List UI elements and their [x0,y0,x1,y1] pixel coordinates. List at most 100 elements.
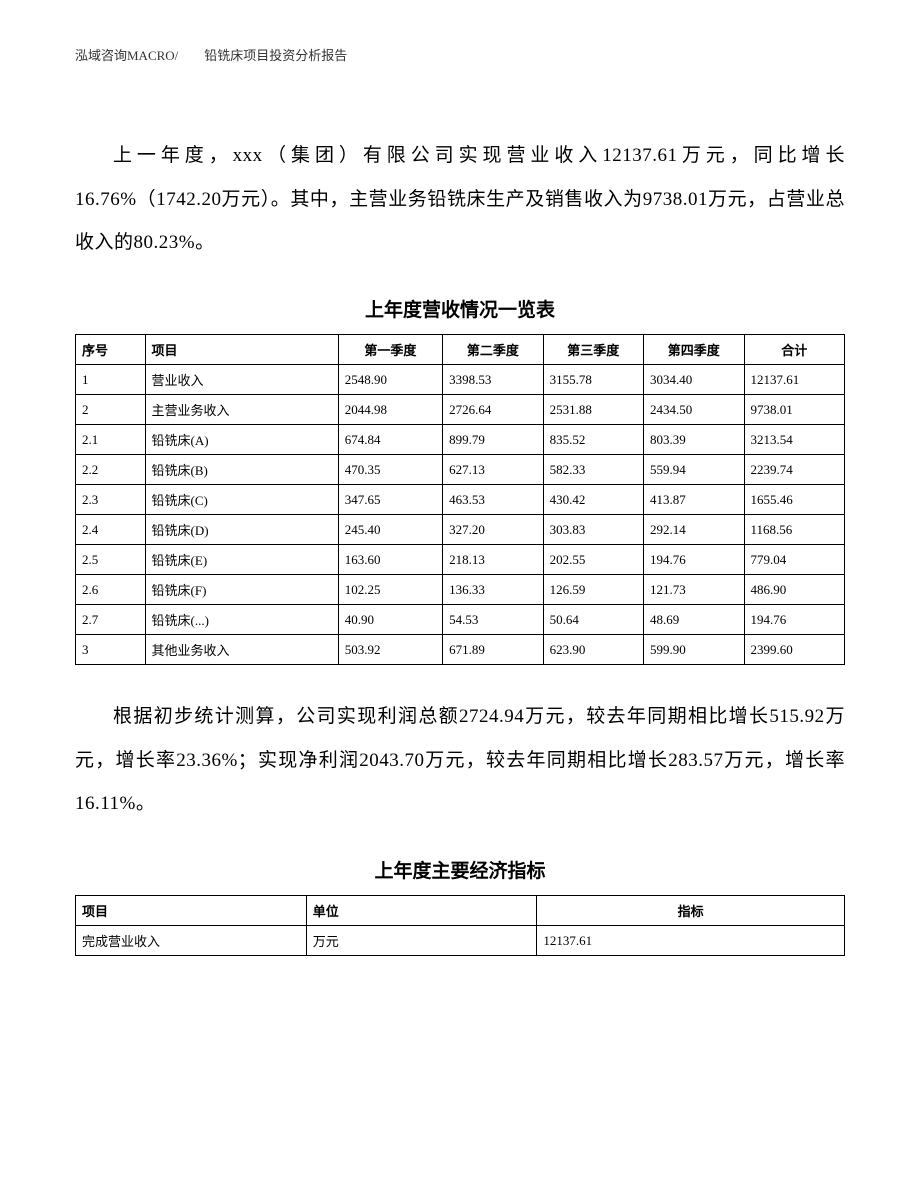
table-cell: 2.5 [76,545,146,575]
table-cell: 194.76 [744,605,845,635]
paragraph-1: 上一年度，xxx（集团）有限公司实现营业收入12137.61万元，同比增长16.… [75,134,845,265]
table-cell: 835.52 [543,425,643,455]
table-cell: 202.55 [543,545,643,575]
table-cell: 486.90 [744,575,845,605]
table-cell: 899.79 [443,425,543,455]
table-cell: 3213.54 [744,425,845,455]
table-cell: 50.64 [543,605,643,635]
table-row: 2.3铅铣床(C)347.65463.53430.42413.871655.46 [76,485,845,515]
revenue-table: 序号 项目 第一季度 第二季度 第三季度 第四季度 合计 1营业收入2548.9… [75,334,845,665]
table-cell: 2399.60 [744,635,845,665]
table2-col-1: 单位 [306,896,537,926]
table-cell: 铅铣床(...) [145,605,338,635]
table-cell: 铅铣床(B) [145,455,338,485]
table-cell: 1 [76,365,146,395]
table-row: 2.5铅铣床(E)163.60218.13202.55194.76779.04 [76,545,845,575]
table-cell: 1168.56 [744,515,845,545]
table-row: 2主营业务收入2044.982726.642531.882434.509738.… [76,395,845,425]
table-row: 2.7铅铣床(...)40.9054.5350.6448.69194.76 [76,605,845,635]
indicator-table: 项目 单位 指标 完成营业收入万元12137.61 [75,895,845,956]
table-cell: 623.90 [543,635,643,665]
table-cell: 347.65 [338,485,442,515]
table-row: 2.4铅铣床(D)245.40327.20303.83292.141168.56 [76,515,845,545]
table-cell: 559.94 [644,455,744,485]
table1-col-2: 第一季度 [338,335,442,365]
table-cell: 2.1 [76,425,146,455]
table-cell: 完成营业收入 [76,926,307,956]
table-cell: 万元 [306,926,537,956]
table-cell: 671.89 [443,635,543,665]
table-cell: 3398.53 [443,365,543,395]
table1-col-0: 序号 [76,335,146,365]
table-cell: 铅铣床(C) [145,485,338,515]
table-cell: 其他业务收入 [145,635,338,665]
table-cell: 2044.98 [338,395,442,425]
table1-col-4: 第三季度 [543,335,643,365]
table-cell: 218.13 [443,545,543,575]
table-row: 2.6铅铣床(F)102.25136.33126.59121.73486.90 [76,575,845,605]
table-cell: 铅铣床(A) [145,425,338,455]
table-cell: 126.59 [543,575,643,605]
table1-title: 上年度营收情况一览表 [75,295,845,322]
table1-col-1: 项目 [145,335,338,365]
table-cell: 2726.64 [443,395,543,425]
table-cell: 2.7 [76,605,146,635]
table2-header-row: 项目 单位 指标 [76,896,845,926]
table2-col-0: 项目 [76,896,307,926]
table2-title: 上年度主要经济指标 [75,856,845,883]
table-cell: 779.04 [744,545,845,575]
table-cell: 121.73 [644,575,744,605]
table1-col-5: 第四季度 [644,335,744,365]
table-cell: 463.53 [443,485,543,515]
table1-col-3: 第二季度 [443,335,543,365]
table-cell: 2434.50 [644,395,744,425]
table-cell: 2.4 [76,515,146,545]
table-cell: 铅铣床(F) [145,575,338,605]
table-cell: 292.14 [644,515,744,545]
table-cell: 2548.90 [338,365,442,395]
table-cell: 2531.88 [543,395,643,425]
table-cell: 营业收入 [145,365,338,395]
table-cell: 102.25 [338,575,442,605]
table-row: 完成营业收入万元12137.61 [76,926,845,956]
table-cell: 430.42 [543,485,643,515]
table-cell: 54.53 [443,605,543,635]
table-cell: 245.40 [338,515,442,545]
table1-col-6: 合计 [744,335,845,365]
table-cell: 413.87 [644,485,744,515]
table-cell: 2239.74 [744,455,845,485]
table-cell: 627.13 [443,455,543,485]
table-cell: 主营业务收入 [145,395,338,425]
table-cell: 136.33 [443,575,543,605]
table-row: 2.1铅铣床(A)674.84899.79835.52803.393213.54 [76,425,845,455]
table-cell: 48.69 [644,605,744,635]
table-cell: 12137.61 [537,926,845,956]
table-cell: 1655.46 [744,485,845,515]
table-cell: 3155.78 [543,365,643,395]
table-row: 2.2铅铣床(B)470.35627.13582.33559.942239.74 [76,455,845,485]
table-cell: 40.90 [338,605,442,635]
table-cell: 470.35 [338,455,442,485]
table-cell: 803.39 [644,425,744,455]
table1-header-row: 序号 项目 第一季度 第二季度 第三季度 第四季度 合计 [76,335,845,365]
table-cell: 铅铣床(E) [145,545,338,575]
table-cell: 铅铣床(D) [145,515,338,545]
table-cell: 582.33 [543,455,643,485]
page-header: 泓域咨询MACRO/ 铅铣床项目投资分析报告 [75,45,845,64]
table2-col-2: 指标 [537,896,845,926]
table-cell: 2.6 [76,575,146,605]
table-cell: 163.60 [338,545,442,575]
table-cell: 303.83 [543,515,643,545]
table-row: 3其他业务收入503.92671.89623.90599.902399.60 [76,635,845,665]
table-row: 1营业收入2548.903398.533155.783034.4012137.6… [76,365,845,395]
table-cell: 599.90 [644,635,744,665]
table-cell: 3 [76,635,146,665]
paragraph-2: 根据初步统计测算，公司实现利润总额2724.94万元，较去年同期相比增长515.… [75,695,845,826]
table-cell: 503.92 [338,635,442,665]
table-cell: 194.76 [644,545,744,575]
table-cell: 2.3 [76,485,146,515]
table-cell: 2 [76,395,146,425]
table-cell: 674.84 [338,425,442,455]
table-cell: 12137.61 [744,365,845,395]
table-cell: 9738.01 [744,395,845,425]
